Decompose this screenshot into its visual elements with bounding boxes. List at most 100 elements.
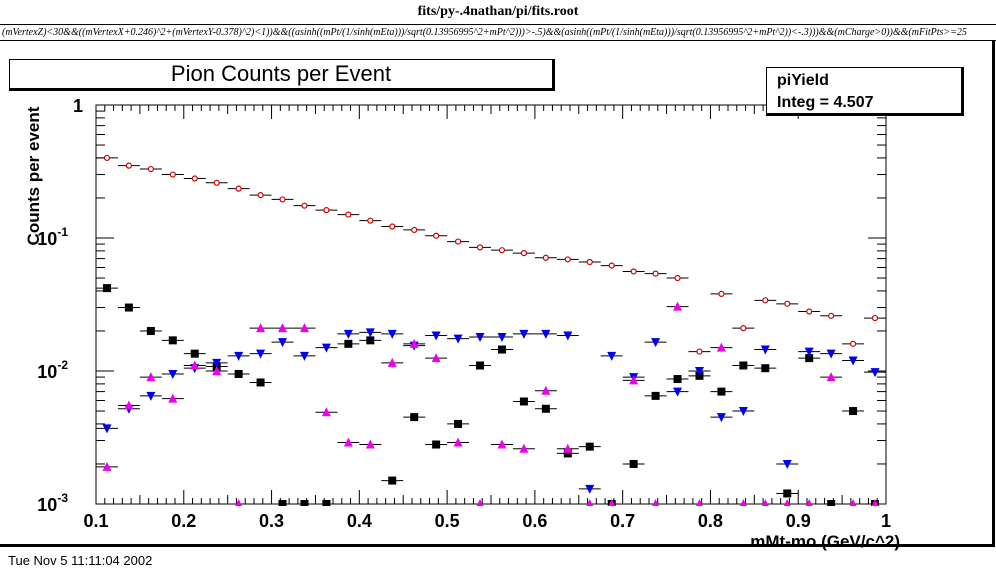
x-tick-label: 0.7 (610, 511, 635, 531)
data-point-series-2 (410, 413, 419, 422)
data-point-series-4 (365, 439, 375, 449)
data-point-series-4 (608, 499, 616, 506)
data-point-series-4 (343, 437, 353, 447)
data-point-series-2 (805, 354, 814, 363)
data-point-series-2 (322, 500, 331, 506)
data-point-series-1 (103, 154, 111, 162)
data-point-series-2 (234, 369, 243, 378)
data-point-series-1 (542, 254, 549, 261)
data-point-series-1 (696, 348, 703, 355)
data-point-series-4 (586, 499, 594, 506)
data-point-series-3 (387, 329, 397, 339)
data-point-series-2 (673, 375, 682, 384)
data-point-series-3 (738, 407, 748, 417)
data-point-series-3 (694, 367, 704, 376)
data-point-series-4 (387, 357, 397, 367)
data-point-series-3 (760, 345, 770, 355)
data-point-series-2 (388, 476, 397, 485)
data-point-series-1 (454, 238, 462, 245)
data-point-series-1 (213, 179, 220, 186)
data-point-series-3 (146, 391, 156, 401)
data-point-series-2 (366, 336, 375, 345)
data-point-series-2 (893, 466, 901, 474)
data-point-series-1 (740, 325, 747, 332)
x-tick-label: 0.5 (435, 511, 460, 531)
data-point-series-3 (212, 358, 222, 368)
data-point-series-1 (279, 196, 286, 203)
data-point-series-3 (299, 351, 309, 361)
data-point-series-3 (563, 331, 573, 341)
data-point-series-1 (147, 165, 154, 173)
data-point-series-4 (212, 366, 222, 375)
cut-expression-bar: (mVertexZ)<30&&((mVertexX+0.246)^2+(mVer… (0, 24, 996, 41)
data-point-series-1 (125, 162, 133, 169)
data-point-series-2 (102, 284, 111, 293)
data-point-series-2 (563, 449, 572, 458)
data-point-series-1 (630, 268, 637, 275)
data-point-series-1 (762, 297, 769, 304)
data-point-series-4 (716, 342, 726, 352)
data-point-series-3 (497, 333, 507, 343)
data-point-series-2 (739, 361, 748, 370)
y-tick-label: 1 (73, 96, 83, 116)
data-point-series-4 (826, 372, 836, 382)
data-point-series-2 (849, 407, 858, 416)
data-point-series-2 (124, 303, 133, 312)
x-tick-label: 0.3 (259, 511, 284, 531)
data-point-series-3 (585, 484, 595, 494)
data-point-series-1 (301, 202, 308, 209)
data-point-series-1 (345, 211, 352, 218)
data-point-series-1 (235, 185, 242, 192)
data-point-series-3 (541, 329, 551, 339)
data-point-series-3 (716, 413, 726, 423)
file-path-title: fits/py-.4nathan/pi/fits.root (417, 4, 579, 19)
data-point-series-3 (102, 424, 112, 434)
y-tick-label: 10-2 (37, 358, 68, 382)
data-point-series-2 (278, 500, 287, 506)
data-point-series-1 (718, 290, 725, 297)
stats-histogram-name: piYield (777, 72, 829, 89)
data-point-series-1 (323, 207, 330, 214)
data-point-series-3 (848, 356, 858, 366)
data-point-series-1 (498, 247, 506, 254)
data-point-series-3 (256, 349, 266, 359)
data-point-series-1 (433, 232, 440, 239)
data-point-series-2 (168, 336, 177, 345)
y-tick-label-exponent: -1 (57, 225, 68, 239)
data-point-series-4 (497, 439, 507, 449)
data-point-series-2 (256, 378, 265, 387)
data-point-series-1 (784, 300, 791, 307)
data-point-series-4 (652, 499, 660, 506)
data-point-series-1 (367, 217, 374, 224)
data-point-series-2 (827, 500, 836, 506)
data-point-series-4 (519, 443, 529, 453)
data-point-series-4 (102, 461, 112, 471)
data-point-series-2 (717, 387, 726, 396)
data-point-series-4 (278, 323, 288, 333)
data-point-series-3 (234, 351, 244, 361)
data-point-series-2 (454, 419, 463, 428)
data-point-series-1 (411, 226, 418, 234)
data-point-series-2 (497, 345, 506, 354)
data-point-series-2 (476, 361, 485, 370)
y-tick-label-base: 10 (37, 362, 57, 382)
chart-title: Pion Counts per Event (9, 59, 555, 91)
data-point-series-3 (673, 387, 683, 397)
data-point-series-1 (828, 312, 835, 319)
x-tick-label: 0.1 (83, 511, 108, 531)
data-point-series-1 (871, 314, 879, 322)
data-point-series-2 (629, 459, 638, 468)
data-point-series-3 (651, 338, 661, 348)
data-point-series-4 (805, 499, 813, 506)
data-point-series-3 (782, 459, 792, 469)
data-point-series-3 (278, 338, 288, 348)
data-point-series-4 (409, 338, 419, 348)
data-point-series-4 (563, 443, 573, 453)
data-point-series-4 (124, 400, 134, 410)
data-point-series-3 (475, 333, 485, 343)
data-point-series-1 (849, 340, 857, 347)
canvas-pad-frame (0, 41, 995, 547)
data-point-series-4 (235, 499, 243, 506)
data-point-series-4 (541, 385, 551, 395)
data-points-group (96, 154, 901, 506)
